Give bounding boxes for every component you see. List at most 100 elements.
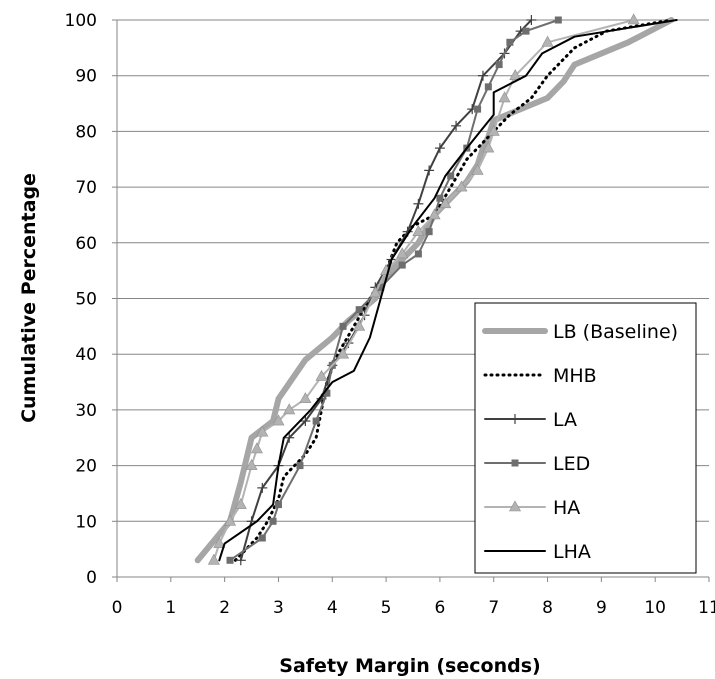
data-point-ha [369, 286, 382, 298]
x-tick-label: 0 [112, 598, 123, 618]
data-point-la [477, 70, 488, 81]
data-point-ha [283, 403, 296, 415]
legend-label: LA [553, 409, 577, 431]
legend-marker [511, 459, 519, 467]
data-point-led [447, 172, 455, 180]
x-tick-label: 8 [542, 598, 553, 618]
data-point-led [495, 61, 503, 69]
legend-label: LED [553, 453, 590, 475]
data-point-led [355, 306, 363, 314]
y-tick-label: 0 [86, 568, 97, 588]
series-line-lb-baseline [194, 17, 675, 564]
data-point-ha [396, 247, 409, 259]
legend-item-ha: HA [484, 497, 580, 519]
data-point-led [522, 27, 530, 35]
y-tick-label: 70 [75, 178, 97, 198]
data-point-ha [256, 425, 269, 437]
x-tick-label: 10 [644, 598, 666, 618]
data-point-ha [498, 91, 511, 103]
data-point-ha [245, 458, 258, 470]
data-point-ha [315, 369, 328, 381]
data-point-led [226, 556, 234, 564]
y-tick-label: 80 [75, 122, 97, 142]
data-point-led [323, 389, 331, 397]
tick-labels: 0 10 20 30 40 50 60 70 80 90 100 0 1 2 3 4 5 6 7 8 9 10 11 [65, 11, 715, 618]
legend-item-lha: LHA [484, 541, 591, 563]
data-point-ha [487, 124, 500, 136]
y-tick-label: 20 [75, 457, 97, 477]
data-point-ha [627, 13, 640, 25]
gridlines [117, 19, 709, 522]
data-point-ha [207, 553, 220, 565]
x-tick-label: 6 [434, 598, 445, 618]
data-point-ha [234, 497, 247, 509]
y-tick-label: 100 [65, 11, 97, 31]
data-point-ha [439, 197, 452, 209]
y-tick-label: 50 [75, 290, 97, 310]
legend-item-led: LED [484, 453, 590, 475]
data-point-la [451, 120, 462, 131]
data-point-ha [299, 392, 312, 404]
x-tick-label: 9 [596, 598, 607, 618]
data-point-ha [471, 163, 484, 175]
data-point-la [300, 416, 311, 427]
y-tick-label: 90 [75, 67, 97, 87]
data-point-ha [337, 347, 350, 359]
data-point-ha [541, 35, 554, 47]
y-axis-title: Cumulative Percentage [18, 173, 40, 423]
y-tick-label: 30 [75, 401, 97, 421]
data-point-led [339, 322, 347, 330]
legend-marker [510, 414, 520, 424]
x-tick-label: 7 [488, 598, 499, 618]
legend-item-la: LA [484, 409, 577, 431]
data-point-la [257, 482, 268, 493]
data-point-led [258, 534, 266, 542]
series-lb-baseline [194, 17, 675, 564]
data-point-led [425, 228, 433, 236]
data-point-led [414, 250, 422, 258]
series-line-mhb [233, 18, 673, 562]
x-tick-label: 4 [327, 598, 338, 618]
series-lha [218, 19, 678, 562]
data-point-ha [224, 514, 237, 526]
series-ha [207, 13, 640, 565]
data-point-led [474, 105, 482, 113]
data-point-led [296, 462, 304, 470]
data-point-led [274, 501, 282, 509]
data-point-ha [428, 208, 441, 220]
data-point-la [526, 15, 537, 25]
data-point-led [312, 417, 320, 425]
legend-box [474, 302, 697, 574]
y-tick-label: 60 [75, 234, 97, 254]
legend-label: LHA [553, 541, 591, 563]
axes [112, 19, 710, 582]
legend: LB (Baseline) MHB LA LED HA LHA [474, 302, 697, 574]
x-tick-label: 2 [219, 598, 230, 618]
x-tick-label: 3 [273, 598, 284, 618]
x-tick-label: 11 [698, 598, 715, 618]
data-point-led [484, 83, 492, 91]
series-line-lha [218, 19, 678, 562]
data-point-la [434, 143, 445, 154]
data-point-ha [509, 69, 522, 80]
legend-label: LB (Baseline) [553, 321, 678, 343]
data-point-ha [353, 319, 366, 331]
legend-item-lb-baseline: LB (Baseline) [482, 321, 678, 343]
plot-area [194, 13, 678, 566]
legend-item-mhb: MHB [483, 365, 597, 387]
data-point-ha [250, 442, 263, 454]
data-point-ha [272, 414, 285, 426]
y-tick-label: 40 [75, 345, 97, 365]
x-tick-label: 5 [381, 598, 392, 618]
x-axis-title: Safety Margin (seconds) [279, 655, 540, 677]
series-mhb [233, 18, 673, 562]
y-tick-label: 10 [75, 512, 97, 532]
data-point-led [506, 38, 514, 46]
data-point-led [554, 16, 562, 24]
data-point-la [413, 198, 424, 209]
data-point-led [398, 261, 406, 269]
data-point-led [436, 194, 444, 202]
data-point-ha [412, 225, 425, 236]
data-point-ha [482, 141, 495, 153]
